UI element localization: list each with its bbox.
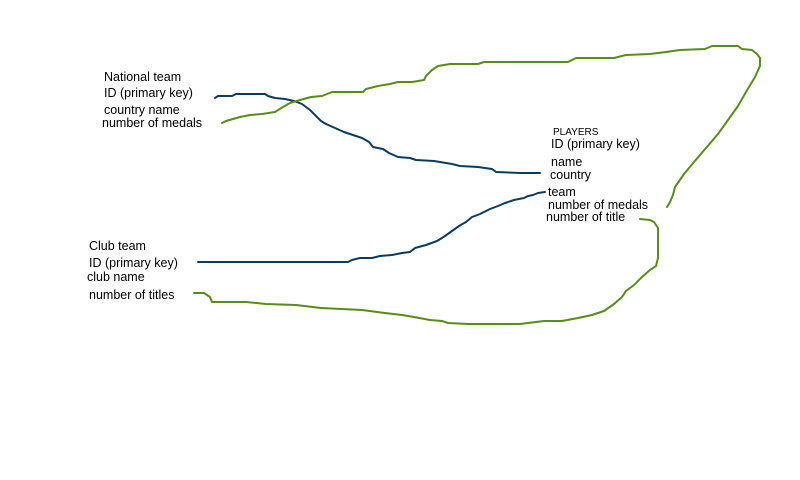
club-team-field-id: ID (primary key) <box>89 256 178 270</box>
club-team-title: Club team <box>89 239 146 253</box>
link-club-titles-to-player-titles <box>193 218 659 325</box>
link-national-medals-to-player-medals <box>221 45 761 208</box>
players-field-name: name <box>551 155 583 169</box>
players-title: PLAYERS <box>553 127 599 138</box>
national-team-field-country-name: country name <box>104 103 180 117</box>
link-club-id-to-player-team <box>197 191 546 263</box>
club-team-field-titles: number of titles <box>89 288 175 302</box>
players-field-id: ID (primary key) <box>551 137 640 151</box>
players-field-medals: number of medals <box>548 198 649 212</box>
link-national-id-to-player-country <box>214 93 541 174</box>
players-field-team: team <box>548 185 576 199</box>
national-team-field-id: ID (primary key) <box>104 86 193 100</box>
club-team-field-club-name: club name <box>87 270 145 284</box>
players-field-titles: number of title <box>546 210 626 224</box>
national-team-title: National team <box>104 70 182 84</box>
players-field-country: country <box>550 168 591 182</box>
national-team-field-medals: number of medals <box>102 116 203 130</box>
